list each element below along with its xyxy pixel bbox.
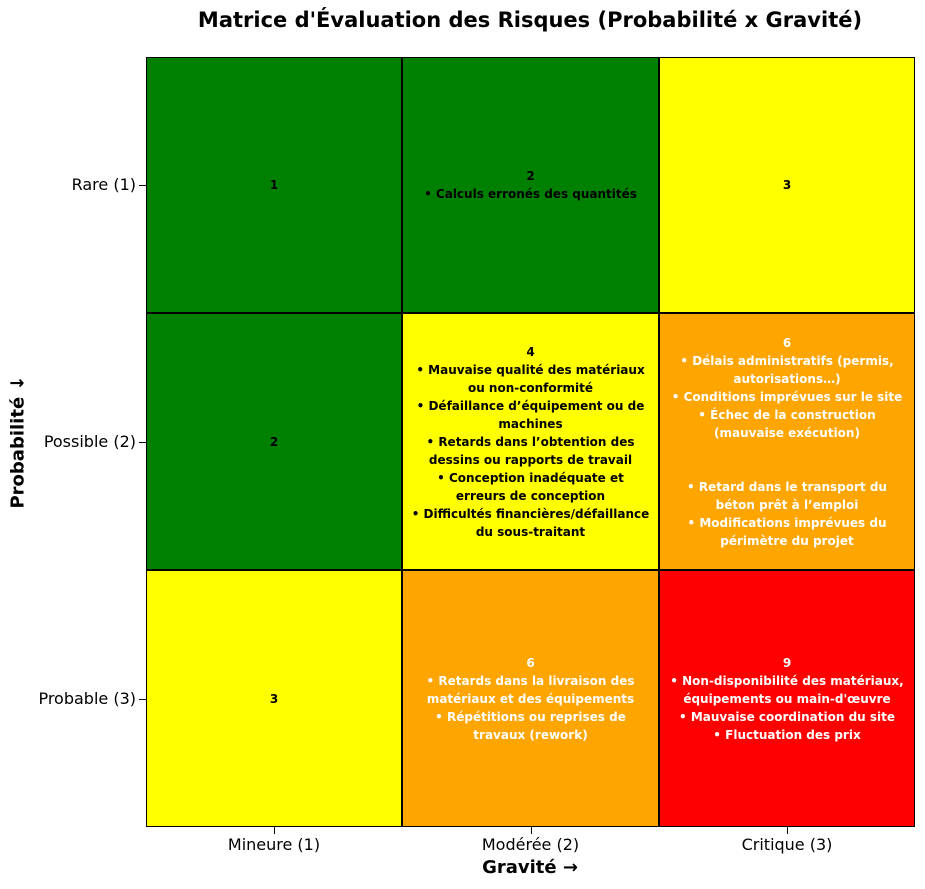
risk-item: • Défaillance d’équipement ou de machine… [416, 398, 645, 431]
matrix-cell: 9 • Non-disponibilité des matériaux, équi… [659, 570, 915, 827]
cell-score: 1 [269, 178, 279, 192]
x-axis-label: Gravité → [482, 857, 578, 878]
matrix-cell: 1 [146, 57, 402, 313]
cell-score: 2 [526, 169, 535, 183]
y-tick-label: Probable (3) [38, 688, 136, 708]
x-tick-label: Modérée (2) [481, 835, 580, 854]
risk-item: • Retard dans le transport du béton prêt… [687, 479, 887, 512]
risk-item: • Délais administratifs (permis, autoris… [680, 353, 894, 386]
risk-item: • Modifications imprévues du périmètre d… [687, 515, 887, 548]
cell-score: 9 [782, 655, 792, 670]
risk-matrix-grid: 1 2 • Calculs erronés des quantités 3 2 4 • Ma… [146, 57, 915, 827]
x-tick-mark [787, 827, 788, 834]
matrix-cell: 3 [146, 570, 402, 827]
risk-item: • Conditions imprévues sur le site [671, 389, 903, 404]
risk-item: • Calculs erronés des quantités [424, 187, 637, 201]
y-tick-mark [139, 185, 146, 186]
cell-score: 2 [269, 434, 279, 449]
risk-item: • Fluctuation des prix [713, 727, 861, 742]
cell-score: 6 [782, 335, 792, 350]
x-tick-label: Critique (3) [741, 835, 833, 854]
y-tick-mark [139, 698, 146, 700]
y-tick-label: Rare (1) [71, 175, 136, 194]
y-axis-label: Probabilité ↓ [7, 375, 29, 509]
x-tick-mark [274, 827, 275, 834]
matrix-cell: 3 [659, 57, 915, 313]
matrix-cell: 6 • Retards dans la livraison des matéria… [402, 570, 659, 827]
risk-item: • Non-disponibilité des matériaux, équip… [670, 673, 904, 706]
risk-item: • Conception inadéquate et erreurs de co… [437, 470, 624, 503]
matrix-cell: 4 • Mauvaise qualité des matériaux ou non… [402, 313, 659, 570]
chart-title: Matrice d'Évaluation des Risques (Probab… [197, 8, 863, 32]
cell-score: 4 [526, 344, 535, 359]
risk-item: • Difficultés financières/défaillance du… [411, 506, 650, 539]
cell-score: 3 [269, 691, 279, 706]
risk-item: • Mauvaise coordination du site [678, 709, 896, 724]
y-tick-label: Possible (2) [43, 431, 136, 451]
x-tick-label: Mineure (1) [227, 835, 321, 854]
risk-item: • Retards dans l’obtention des dessins o… [426, 434, 635, 467]
x-tick-mark [530, 827, 532, 834]
risk-item: • Répétitions ou reprises de travaux (re… [435, 709, 626, 742]
cell-score: 3 [782, 178, 792, 192]
risk-item: • Échec de la construction (mauvaise exé… [698, 407, 876, 440]
cell-score: 6 [526, 655, 535, 670]
matrix-cell: 6 • Délais administratifs (permis, autori… [659, 313, 915, 570]
risk-item: • Mauvaise qualité des matériaux ou non-… [416, 362, 645, 395]
risk-item: • Retards dans la livraison des matériau… [426, 673, 635, 706]
y-tick-mark [139, 441, 146, 443]
matrix-cell: 2 [146, 313, 402, 570]
matrix-cell: 2 • Calculs erronés des quantités [402, 57, 659, 313]
